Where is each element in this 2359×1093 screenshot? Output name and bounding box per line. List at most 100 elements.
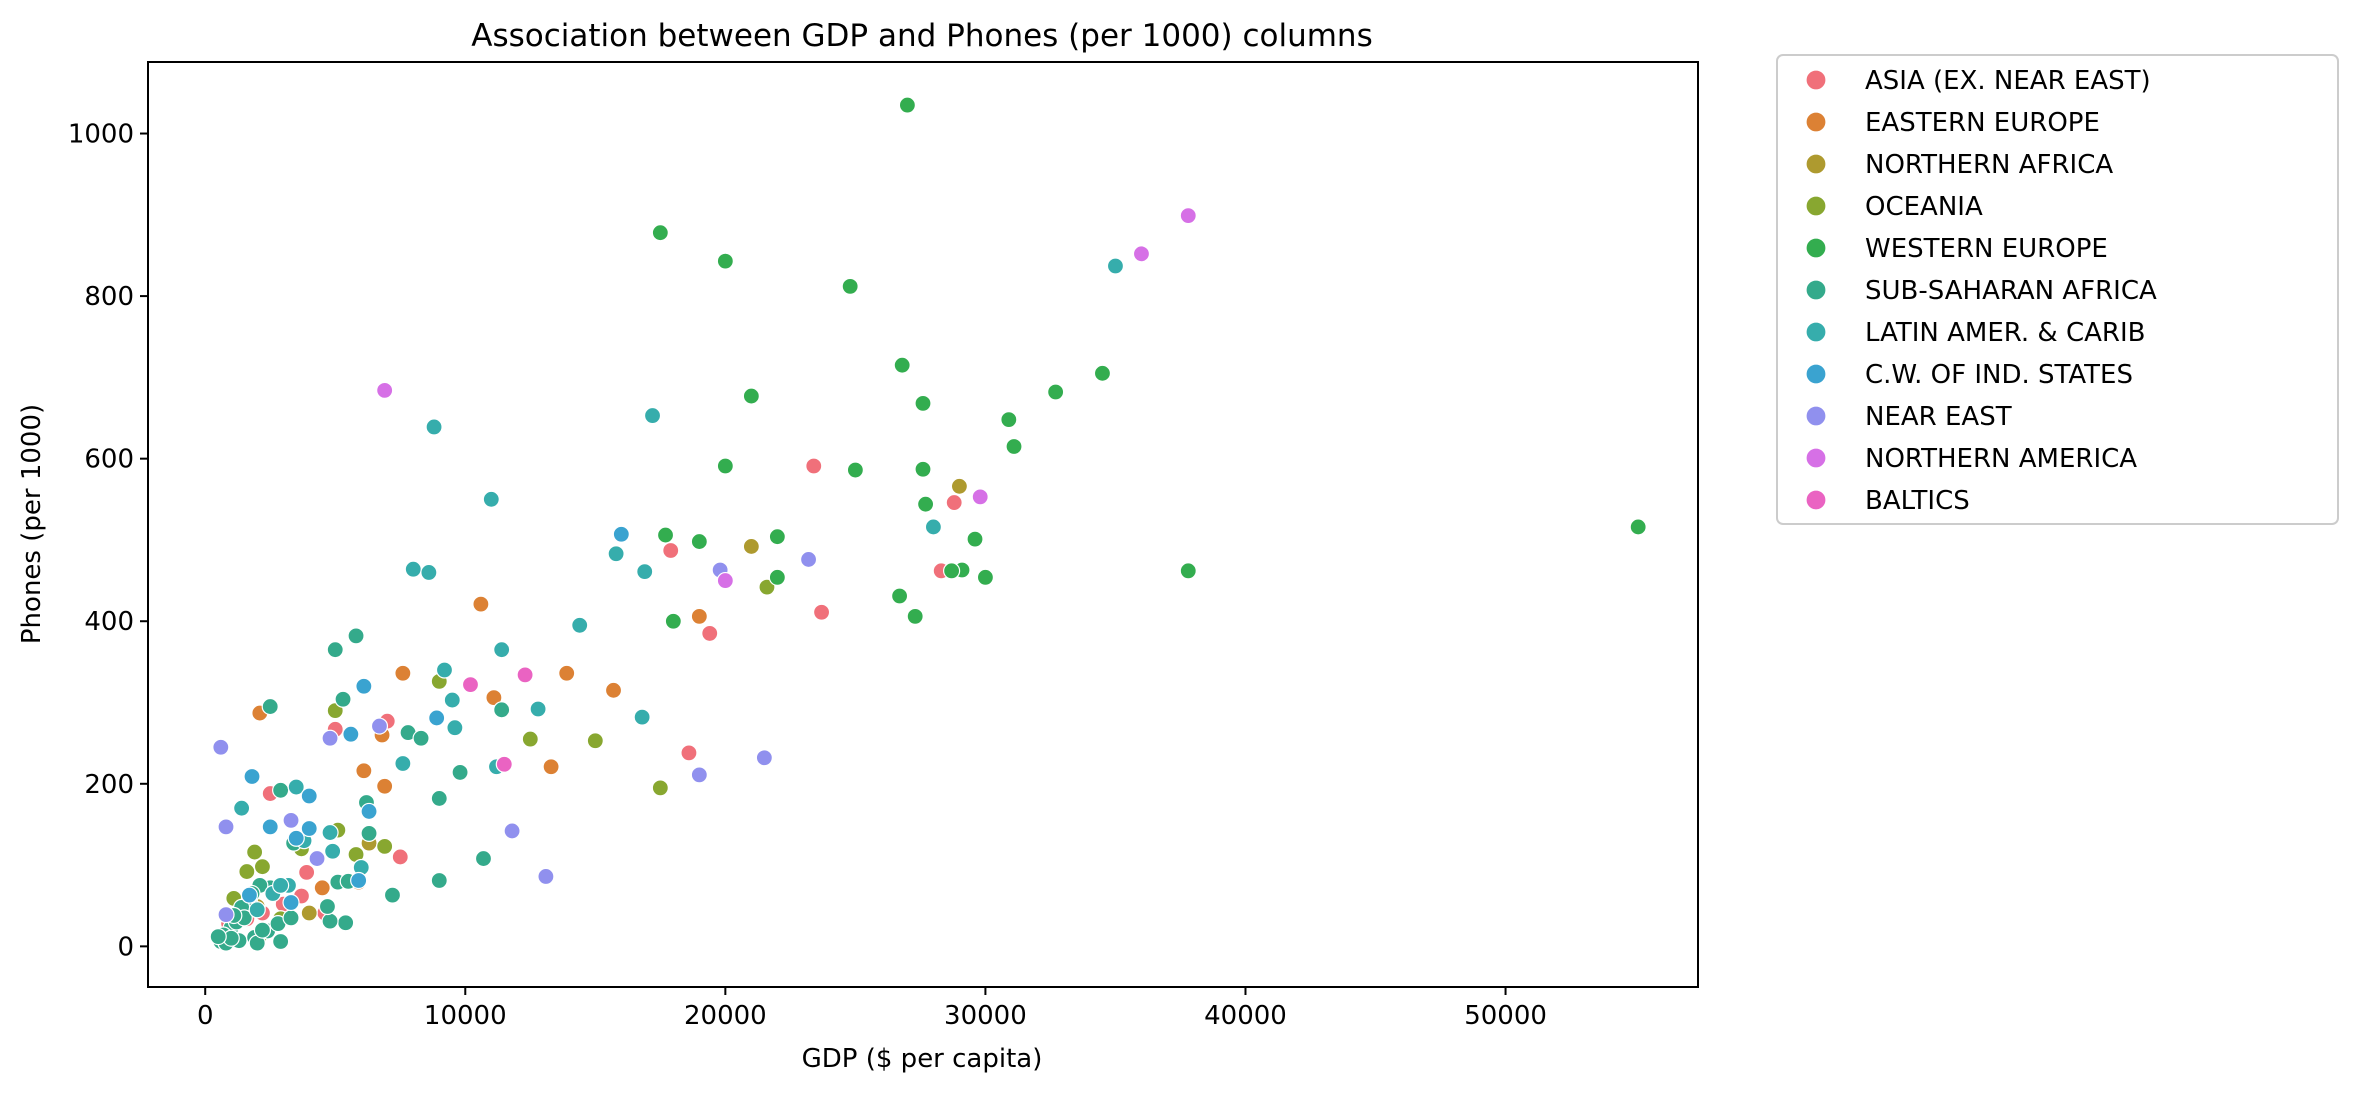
y-tick-label: 200	[84, 770, 134, 800]
data-point	[461, 676, 480, 694]
data-point	[917, 495, 935, 513]
y-axis-ticks: 0 200 400 600 800 1000	[68, 120, 148, 962]
data-point	[370, 717, 389, 735]
data-point	[394, 664, 412, 682]
data-point	[1179, 207, 1197, 225]
data-point	[914, 460, 932, 478]
data-point	[758, 578, 776, 596]
data-point	[656, 526, 675, 544]
data-point	[799, 550, 818, 569]
data-point	[212, 738, 230, 756]
data-point	[412, 729, 430, 747]
data-point	[334, 690, 352, 708]
data-point	[890, 587, 909, 605]
legend-label: EASTERN EUROPE	[1865, 108, 2100, 138]
data-point	[716, 571, 734, 590]
y-tick-label: 1000	[68, 120, 134, 150]
data-point	[435, 661, 454, 679]
data-point	[246, 843, 264, 861]
data-point	[300, 819, 318, 838]
data-point	[943, 562, 961, 580]
data-point	[383, 886, 402, 904]
data-point	[805, 457, 823, 475]
data-point	[680, 744, 698, 762]
data-point	[1132, 245, 1151, 263]
data-point	[282, 811, 300, 829]
data-point	[976, 568, 995, 586]
data-point	[558, 664, 576, 682]
data-point	[217, 906, 235, 924]
data-point	[651, 779, 669, 797]
data-point	[950, 477, 969, 495]
data-point	[420, 563, 438, 582]
data-point	[233, 799, 251, 817]
data-point	[238, 862, 256, 881]
data-point	[924, 518, 943, 536]
plot-frame	[147, 61, 1699, 988]
legend-label: LATIN AMER. & CARIB	[1865, 318, 2145, 348]
data-point	[313, 879, 331, 897]
data-point	[451, 763, 469, 782]
data-point	[446, 719, 464, 737]
legend-marker	[1805, 405, 1827, 427]
data-point	[376, 381, 394, 399]
data-point	[282, 909, 300, 927]
x-tick-label: 30000	[944, 1001, 1027, 1031]
data-point	[542, 758, 560, 776]
data-point	[485, 689, 503, 707]
data-point	[812, 603, 831, 621]
data-point	[651, 224, 669, 242]
y-tick-label: 400	[84, 607, 134, 637]
data-point	[966, 530, 984, 548]
data-point	[636, 563, 654, 581]
data-point	[945, 493, 963, 512]
data-point	[516, 666, 534, 684]
legend-marker	[1805, 447, 1827, 469]
data-point	[376, 777, 394, 795]
data-point	[742, 387, 760, 405]
data-point	[253, 858, 272, 876]
data-point	[914, 394, 932, 412]
legend-label: NEAR EAST	[1865, 402, 2012, 432]
data-point	[768, 528, 786, 546]
data-point	[350, 871, 368, 890]
data-point	[690, 607, 708, 625]
data-point	[394, 754, 412, 773]
legend-label: ASIA (EX. NEAR EAST)	[1865, 66, 2151, 96]
data-point	[287, 778, 305, 796]
data-point	[898, 96, 916, 114]
y-axis-label: Phones (per 1000)	[17, 404, 47, 644]
legend-label: NORTHERN AFRICA	[1865, 150, 2113, 180]
data-point	[1179, 562, 1197, 580]
legend-label: C.W. OF IND. STATES	[1865, 360, 2133, 390]
data-point	[376, 837, 394, 855]
data-point	[430, 789, 448, 808]
data-point	[337, 914, 355, 932]
data-point	[248, 901, 266, 919]
data-point	[662, 541, 680, 560]
data-point	[326, 641, 344, 659]
data-point	[472, 595, 490, 613]
data-point	[240, 886, 259, 904]
data-point	[690, 766, 708, 784]
data-point	[318, 897, 337, 916]
legend-marker	[1805, 111, 1827, 133]
legend-marker	[1805, 321, 1827, 343]
data-point	[300, 904, 318, 922]
x-axis-label: GDP ($ per capita)	[802, 1044, 1043, 1074]
data-point	[261, 697, 279, 716]
legend-marker	[1805, 279, 1827, 301]
data-point	[391, 848, 409, 866]
legend-label: NORTHERN AMERICA	[1865, 444, 2137, 474]
data-point	[586, 732, 604, 750]
data-point	[537, 867, 555, 886]
data-point	[493, 641, 511, 659]
data-point	[841, 277, 859, 295]
data-point	[321, 912, 339, 930]
data-point	[612, 525, 630, 543]
legend-label: SUB-SAHARAN AFRICA	[1865, 276, 2157, 306]
data-point	[571, 616, 589, 634]
data-point	[643, 406, 662, 425]
legend-marker	[1805, 237, 1827, 259]
data-point	[664, 612, 682, 630]
